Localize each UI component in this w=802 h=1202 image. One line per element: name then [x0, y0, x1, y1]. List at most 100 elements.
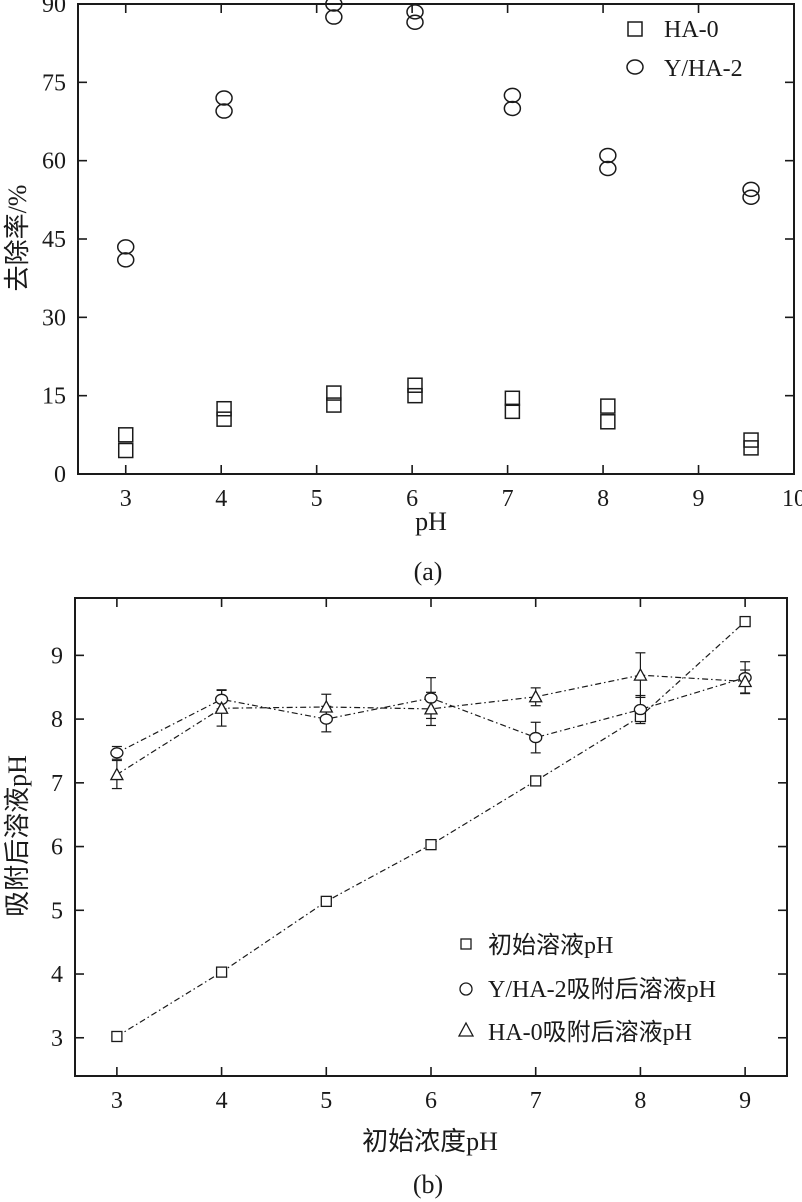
chart-a-square-point — [743, 440, 759, 456]
chart-a-x-tick-label: 8 — [597, 486, 609, 512]
chart-b-x-tick-label: 8 — [634, 1088, 646, 1114]
chart-b-caption: (b) — [413, 1170, 443, 1199]
chart-b-circle-point — [529, 731, 543, 744]
chart-a-y-tick-label: 30 — [42, 305, 66, 331]
chart-a-circle-point — [215, 90, 233, 106]
chart-b-x-tick-label: 9 — [739, 1088, 751, 1114]
chart-a-circle-point — [406, 4, 424, 20]
chart-a-square-point — [504, 390, 521, 407]
chart-a-circle-point — [116, 239, 135, 255]
chart-b-y-tick-label: 4 — [51, 962, 63, 988]
chart-a-circle-point — [742, 181, 760, 198]
chart-b-y-tick-label: 6 — [51, 835, 63, 861]
chart-a-circle-point — [116, 252, 135, 268]
chart-b-square-point — [425, 838, 437, 851]
legend-b-circle-marker — [459, 982, 473, 996]
chart-a-x-tick-label: 3 — [120, 486, 132, 512]
chart-a-circle-point — [215, 103, 233, 119]
chart-b-x-tick-label: 7 — [530, 1088, 542, 1114]
chart-b-x-tick-label: 4 — [216, 1088, 228, 1114]
chart-b-x-axis-title: 初始浓度pH — [362, 1127, 498, 1156]
chart-a-points — [116, 0, 760, 459]
chart-b-y-axis-title: 吸附后溶液pH — [3, 755, 32, 917]
chart-a-x-axis-title: pH — [415, 507, 447, 536]
chart-a-legend: HA-0 Y/HA-2 — [626, 17, 743, 82]
chart-a-square-point — [117, 442, 134, 459]
chart-b-legend: 初始溶液pH Y/HA-2吸附后溶液pH HA-0吸附后溶液pH — [457, 932, 716, 1046]
chart-a-caption: (a) — [414, 557, 443, 586]
chart-b-triangle-point — [109, 767, 124, 781]
chart-b-x-tick-label: 5 — [320, 1088, 332, 1114]
chart-a-x-tick-label: 5 — [311, 486, 323, 512]
chart-b-triangle-point — [214, 700, 229, 714]
chart-a-y-tick-label: 0 — [54, 462, 66, 488]
chart-b-square-point — [111, 1030, 123, 1043]
chart-b-y-tick-label: 3 — [51, 1026, 63, 1052]
chart-b-circle-point — [319, 713, 333, 725]
chart-a-square-point — [216, 411, 232, 427]
chart-a-circle-point — [599, 147, 617, 164]
chart-a-circle-point — [325, 0, 343, 12]
chart-a-square-point — [407, 387, 423, 404]
chart-a-circle-point — [503, 87, 522, 104]
legend-b-square-marker — [460, 938, 472, 950]
chart-a-y-tick-label: 60 — [42, 149, 66, 175]
chart-a-square-point — [117, 427, 134, 443]
chart-a-x-tick-label: 7 — [502, 486, 514, 512]
chart-b-triangle-point — [319, 699, 334, 713]
chart-b-triangle-point — [528, 689, 543, 703]
legend-b-item-3-label: HA-0吸附后溶液pH — [488, 1019, 692, 1046]
chart-a-y-tick-label: 45 — [42, 227, 66, 253]
chart-b-circle-point — [110, 747, 124, 759]
chart-b-circle-point — [633, 703, 648, 716]
chart-a-square-point — [326, 385, 342, 401]
legend-a-item-1-label: HA-0 — [664, 17, 719, 43]
chart-a-square-point — [407, 377, 423, 393]
chart-b-x-tick-label: 6 — [425, 1088, 437, 1114]
chart-b: 3 4 5 6 7 8 9 3 4 5 6 7 8 9 初始溶液pH Y/HA-2吸附后溶液pH HA-0… — [3, 597, 788, 1199]
legend-b-item-2-label: Y/HA-2吸附后溶液pH — [488, 976, 716, 1003]
chart-b-y-tick-label: 5 — [51, 898, 63, 924]
chart-b-square-point — [530, 775, 542, 787]
chart-b-square-point — [215, 966, 228, 978]
chart-b-error-bars — [111, 652, 751, 790]
chart-a-square-point — [216, 400, 232, 417]
chart-a-circle-point — [325, 9, 343, 25]
legend-a-circle-marker — [626, 59, 644, 75]
chart-b-points — [109, 615, 753, 1043]
chart-a-circle-point — [599, 160, 617, 177]
chart-a-circle-point — [406, 14, 424, 31]
chart-a-y-tick-label: 75 — [42, 70, 66, 96]
chart-a-x-tick-label: 6 — [406, 486, 418, 512]
legend-a-square-marker — [627, 21, 643, 37]
chart-a-square-point — [600, 398, 616, 414]
chart-b-y-tick-label: 7 — [51, 771, 63, 797]
legend-b-triangle-marker — [457, 1021, 475, 1037]
legend-a-item-2-label: Y/HA-2 — [664, 56, 743, 82]
chart-a-circle-point — [503, 100, 522, 117]
chart-a-square-point — [326, 397, 342, 413]
chart-b-triangle-point — [738, 674, 753, 688]
legend-b-item-1-label: 初始溶液pH — [488, 932, 613, 959]
chart-a-square-point — [504, 403, 521, 420]
chart-a-square-point — [600, 414, 616, 430]
chart-a-square-point — [743, 432, 759, 448]
chart-a-y-axis-title: 去除率/% — [3, 185, 32, 292]
chart-a-y-tick-label: 90 — [42, 0, 66, 18]
chart-b-ticks: 3 4 5 6 7 8 9 3 4 5 6 7 8 9 — [51, 598, 787, 1114]
chart-a-x-tick-label: 10 — [782, 486, 802, 512]
chart-b-x-tick-label: 3 — [111, 1088, 123, 1114]
chart-a-x-tick-label: 4 — [215, 486, 227, 512]
chart-b-triangle-point — [633, 667, 648, 681]
chart-b-frame — [74, 597, 788, 1077]
chart-b-triangle-point — [423, 701, 439, 715]
chart-b-square-point — [739, 615, 751, 628]
chart-b-square-point — [320, 895, 332, 908]
chart-a-x-tick-label: 9 — [693, 486, 705, 512]
chart-a-circle-point — [742, 189, 760, 205]
chart-b-y-tick-label: 8 — [51, 707, 63, 733]
chart-a-y-tick-label: 15 — [42, 384, 66, 410]
